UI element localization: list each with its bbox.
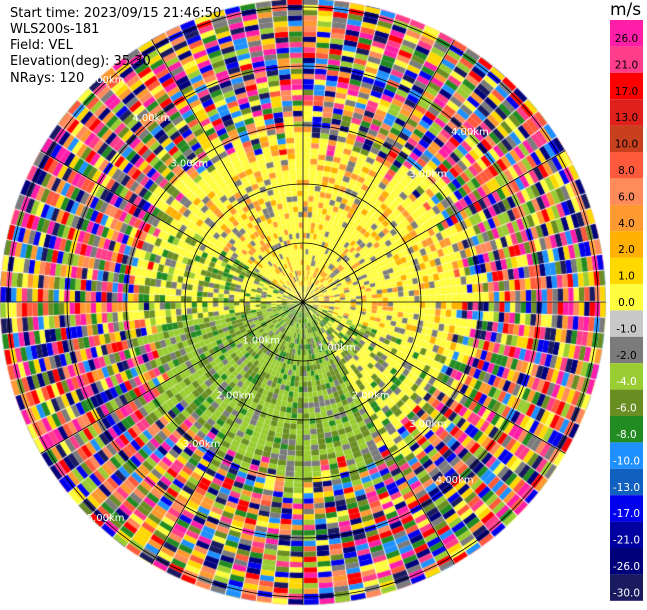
nrays-label: NRays: 120	[10, 71, 85, 86]
colorbar-tick-label: 13.0	[615, 112, 638, 124]
colorbar-swatch	[610, 336, 643, 364]
colorbar-tick-label: 10.0	[615, 139, 638, 151]
colorbar-tick-label: -17.0	[613, 508, 640, 520]
range-ring-label: 4.00km	[436, 475, 474, 486]
colorbar-tick-label: 0.0	[618, 297, 635, 309]
azimuth-spoke	[302, 301, 455, 565]
colorbar-tick-label: -1.0	[616, 323, 637, 335]
colorbar-swatch	[610, 416, 643, 443]
azimuth-spoke	[151, 301, 304, 565]
colorbar-tick-label: 21.0	[615, 59, 638, 71]
colorbar-swatch	[610, 125, 643, 152]
range-ring-label: 1.00km	[318, 342, 356, 353]
range-ring-label: 4.00km	[132, 113, 170, 124]
colorbar-tick-label: -26.0	[613, 561, 640, 573]
colorbar-tick-label: -13.0	[613, 482, 640, 494]
colorbar-swatch	[610, 363, 643, 390]
colorbar-tick-label: -30.0	[613, 587, 640, 599]
field-label: Field: VEL	[10, 38, 73, 53]
azimuth-spoke	[40, 301, 304, 454]
colorbar-swatch	[610, 442, 643, 469]
elevation-label: Elevation(deg): 35.30	[10, 54, 151, 69]
colorbar-swatch	[610, 231, 643, 258]
colorbar-swatch	[610, 46, 643, 73]
azimuth-spoke	[151, 39, 304, 303]
colorbar-swatch	[610, 548, 643, 575]
azimuth-spoke	[302, 39, 455, 303]
range-ring-label: 2.00km	[216, 391, 254, 402]
range-ring-label: 4.00km	[451, 127, 489, 138]
colorbar-swatch	[610, 257, 643, 284]
instrument-label: WLS200s-181	[10, 22, 100, 37]
colorbar-tick-label: 2.0	[618, 244, 635, 256]
colorbar-tick-label: -2.0	[616, 350, 637, 362]
colorbar-swatch	[610, 468, 643, 496]
colorbar-swatch	[610, 72, 643, 100]
colorbar-tick-label: 8.0	[618, 165, 635, 177]
colorbar-swatch	[610, 389, 643, 416]
colorbar-swatch	[610, 495, 643, 522]
colorbar-tick-label: 6.0	[618, 191, 635, 203]
colorbar-tick-label: 26.0	[615, 33, 638, 45]
azimuth-spoke	[302, 150, 566, 303]
azimuth-spoke	[40, 150, 304, 303]
colorbar-tick-label: -21.0	[613, 535, 640, 547]
start-time-label: Start time: 2023/09/15 21:46:50	[10, 6, 222, 21]
range-ring-label: 5.00km	[87, 75, 125, 86]
colorbar-swatch	[610, 310, 643, 337]
colorbar-swatch	[610, 20, 643, 47]
colorbar-swatch	[610, 284, 643, 311]
colorbar-tick-label: -6.0	[616, 403, 637, 415]
colorbar-tick-label: -8.0	[616, 429, 637, 441]
colorbar-swatch	[610, 99, 643, 126]
colorbar-tick-label: -10.0	[613, 455, 640, 467]
range-ring-label: 3.00km	[183, 439, 221, 450]
colorbar-swatch	[610, 521, 643, 548]
range-ring-label: 3.00km	[409, 169, 447, 180]
colorbar: 26.0 21.0 17.0 13.0 10.0 8.0 6.0 4.0 2.0 1.0 0.0 -1…	[610, 20, 643, 601]
range-ring-label: 2.00km	[352, 391, 390, 402]
colorbar-swatch	[610, 152, 643, 179]
colorbar-tick-label: 4.0	[618, 218, 635, 230]
colorbar-title: m/s	[610, 0, 642, 20]
range-ring-label: 5.00km	[87, 513, 125, 524]
colorbar-tick-label: 1.0	[618, 271, 635, 283]
colorbar-swatch	[610, 178, 643, 205]
colorbar-tick-label: 17.0	[615, 86, 638, 98]
colorbar-swatch	[610, 574, 643, 601]
range-ring-label: 3.00km	[409, 419, 447, 430]
colorbar-tick-label: -4.0	[616, 376, 637, 388]
colorbar-swatch	[610, 204, 643, 232]
azimuth-spoke	[302, 301, 566, 454]
range-ring-label: 1.00km	[242, 336, 280, 347]
range-ring-label: 3.00km	[170, 158, 208, 169]
